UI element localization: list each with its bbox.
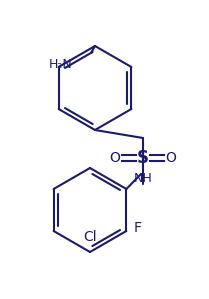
Text: O: O [166,151,176,165]
Text: Cl: Cl [83,230,97,244]
Text: NH: NH [134,172,152,184]
Text: S: S [137,149,149,167]
Text: H₂N: H₂N [49,58,73,71]
Text: F: F [133,221,141,235]
Text: O: O [110,151,120,165]
